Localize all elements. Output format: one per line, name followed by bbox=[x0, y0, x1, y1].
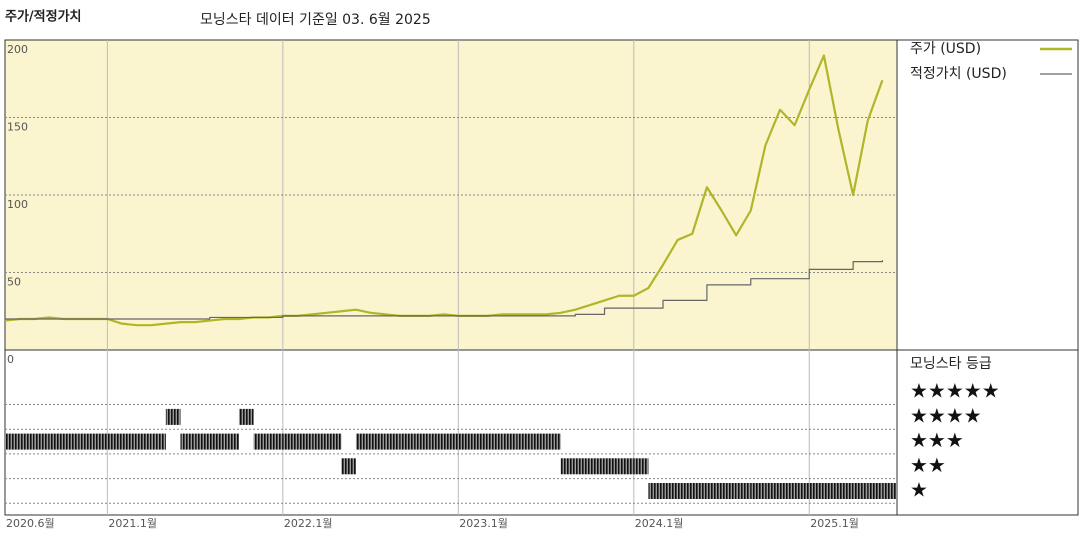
rating-bar bbox=[151, 433, 166, 450]
frame bbox=[4, 39, 1079, 516]
rating-bar bbox=[458, 433, 473, 450]
rating-bar bbox=[414, 433, 430, 450]
rating-bar bbox=[663, 483, 678, 499]
rating-bar bbox=[531, 433, 547, 450]
rating-bar bbox=[516, 433, 532, 450]
rating-bar bbox=[706, 483, 722, 499]
rating-bar bbox=[472, 433, 488, 450]
rating-bar bbox=[648, 483, 664, 499]
rating-bar bbox=[19, 433, 35, 450]
rating-bar bbox=[838, 483, 854, 499]
rating-bar bbox=[619, 458, 634, 475]
rating-bar bbox=[326, 433, 342, 450]
rating-bar bbox=[560, 458, 576, 475]
rating-bar bbox=[63, 433, 79, 450]
rating-bar bbox=[867, 483, 883, 499]
rating-bar bbox=[385, 433, 400, 450]
y-tick-label: 150 bbox=[7, 121, 28, 134]
legend-label: 주가 (USD) bbox=[910, 41, 981, 57]
rating-bar bbox=[589, 458, 605, 475]
x-tick-label: 2020.6월 bbox=[6, 517, 55, 530]
x-tick-label: 2022.1월 bbox=[284, 517, 333, 530]
rating-bar bbox=[253, 433, 269, 450]
rating-bar bbox=[209, 433, 225, 450]
rating-bar bbox=[341, 458, 356, 475]
rating-bar bbox=[882, 483, 897, 499]
legend-label: 적정가치 (USD) bbox=[910, 66, 1007, 82]
rating-label: ★★★★ bbox=[910, 403, 982, 427]
rating-label: ★★★ bbox=[910, 428, 964, 452]
rating-bar bbox=[575, 458, 590, 475]
rating-bar bbox=[282, 433, 298, 450]
y-tick-label: 0 bbox=[7, 353, 14, 366]
rating-bar bbox=[809, 483, 824, 499]
rating-bar bbox=[165, 408, 181, 425]
rating-bar bbox=[502, 433, 517, 450]
rating-bar bbox=[297, 433, 313, 450]
rating-bar bbox=[780, 483, 795, 499]
rating-bar bbox=[750, 483, 766, 499]
rating-bar bbox=[107, 433, 122, 450]
rating-bar bbox=[765, 483, 781, 499]
chart-title: 주가/적정가치 bbox=[5, 9, 82, 25]
rating-bar bbox=[355, 433, 371, 450]
series-line bbox=[4, 54, 884, 327]
rating-bar bbox=[370, 433, 386, 450]
rating-bar bbox=[268, 433, 283, 450]
chart-subtitle: 모닝스타 데이터 기준일 03. 6월 2025 bbox=[200, 12, 431, 28]
rating-bar bbox=[633, 458, 649, 475]
rating-bar bbox=[604, 458, 620, 475]
rating-bar bbox=[136, 433, 152, 450]
y-tick-label: 50 bbox=[7, 276, 21, 289]
rating-title: 모닝스타 등급 bbox=[910, 356, 992, 372]
rating-label: ★★ bbox=[910, 453, 946, 477]
series-line bbox=[5, 260, 883, 320]
rating-bar bbox=[48, 433, 64, 450]
rating-bar bbox=[487, 433, 503, 450]
rating-bar bbox=[692, 483, 707, 499]
rating-bar bbox=[429, 433, 444, 450]
x-tick-label: 2021.1월 bbox=[108, 517, 157, 530]
rating-bar bbox=[443, 433, 459, 450]
rating-bar bbox=[736, 483, 751, 499]
rating-bar bbox=[78, 433, 93, 450]
x-tick-label: 2025.1월 bbox=[810, 517, 859, 530]
rating-bar bbox=[238, 408, 254, 425]
rating-bar bbox=[853, 483, 868, 499]
rating-bar bbox=[121, 433, 137, 450]
rating-bar bbox=[180, 433, 196, 450]
rating-bar bbox=[34, 433, 49, 450]
rating-bar bbox=[677, 483, 693, 499]
rating-bar bbox=[794, 483, 810, 499]
rating-bar bbox=[5, 433, 20, 450]
y-tick-label: 100 bbox=[7, 198, 28, 211]
rating-label: ★ bbox=[910, 478, 928, 502]
x-tick-label: 2023.1월 bbox=[459, 517, 508, 530]
rating-label: ★★★★★ bbox=[910, 379, 1000, 403]
rating-bar bbox=[224, 433, 239, 450]
y-tick-label: 200 bbox=[7, 43, 28, 56]
x-tick-label: 2024.1월 bbox=[635, 517, 684, 530]
rating-bar bbox=[546, 433, 561, 450]
rating-bar bbox=[195, 433, 210, 450]
rating-bar bbox=[399, 433, 415, 450]
rating-bar bbox=[92, 433, 108, 450]
rating-bar bbox=[721, 483, 737, 499]
rating-bar bbox=[823, 483, 839, 499]
rating-bar bbox=[312, 433, 327, 450]
